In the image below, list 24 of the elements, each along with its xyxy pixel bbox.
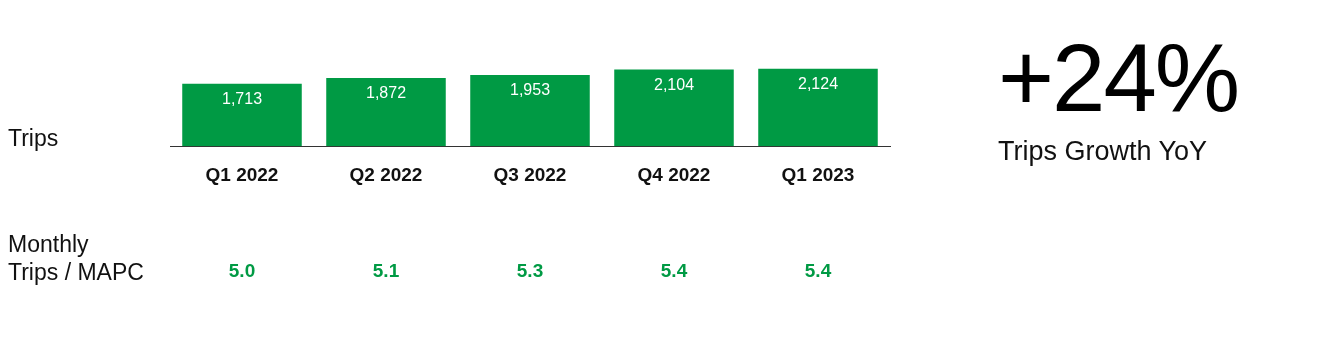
data-label: 2,104 xyxy=(653,75,695,93)
bar xyxy=(758,68,878,147)
x-tick-label: Q3 2022 xyxy=(493,163,567,185)
data-label: 1,872 xyxy=(365,84,407,102)
data-label: 5.0 xyxy=(227,260,257,282)
data-label: 5.4 xyxy=(803,260,833,282)
bar xyxy=(614,69,734,147)
text: +24% xyxy=(998,24,1240,131)
x-tick-label: Q4 2022 xyxy=(637,163,711,185)
bar xyxy=(470,74,590,147)
data-label: 5.1 xyxy=(371,260,401,282)
x-tick-label: Q1 2022 xyxy=(205,163,279,185)
bar xyxy=(326,77,446,147)
y-axis-title: Trips xyxy=(8,124,59,152)
x-tick-label: Q1 2023 xyxy=(781,163,855,185)
text: Monthly Trips / MAPC xyxy=(8,230,144,286)
data-label: 1,713 xyxy=(221,90,263,108)
data-label: 1,953 xyxy=(509,81,551,99)
x-tick-label: Q2 2022 xyxy=(349,163,423,185)
data-label: 5.3 xyxy=(515,260,545,282)
data-label: 5.4 xyxy=(659,260,689,282)
bar xyxy=(182,83,302,147)
text: Trips Growth YoY xyxy=(998,135,1209,168)
data-label: 2,124 xyxy=(797,75,839,93)
